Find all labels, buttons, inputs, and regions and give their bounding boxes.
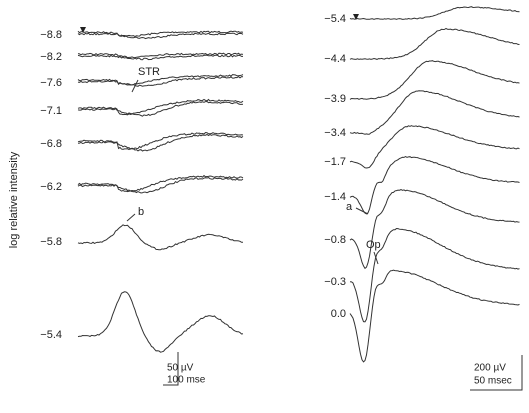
intensity-label: −0.8 [324, 234, 346, 246]
intensity-label: −8.2 [40, 51, 62, 63]
trace [349, 189, 520, 270]
intensity-label: −1.7 [324, 156, 346, 168]
annotation: a [346, 201, 353, 213]
trace [349, 125, 520, 169]
trace [349, 6, 520, 20]
annotation-arrow [355, 207, 369, 215]
intensity-label: −7.6 [40, 77, 62, 89]
intensity-label: −8.8 [40, 29, 62, 41]
trace [349, 27, 520, 60]
y-axis-label: log relative intensity [8, 151, 20, 248]
trace [77, 75, 244, 87]
trace [77, 291, 244, 353]
trace [77, 52, 244, 59]
scale-label: 50 µV [167, 363, 194, 374]
trace [77, 131, 244, 151]
intensity-label: −5.8 [40, 236, 62, 248]
intensity-label: −4.4 [324, 53, 346, 65]
trace [349, 227, 520, 323]
trace [77, 30, 244, 38]
intensity-label: −0.3 [324, 276, 346, 288]
scale-label: 200 µV [474, 363, 506, 374]
scale-bar [470, 355, 523, 391]
intensity-label: −6.2 [40, 181, 62, 193]
annotation-arrow [373, 251, 379, 265]
trace [77, 74, 244, 86]
intensity-label: −5.4 [324, 13, 346, 25]
annotation: STR [138, 66, 160, 78]
scale-bar [163, 352, 179, 386]
stimulus-marker [353, 14, 359, 20]
trace [77, 32, 244, 40]
intensity-label: −5.4 [40, 329, 62, 341]
trace [77, 100, 244, 117]
trace [349, 269, 520, 363]
scale-label: 50 msec [474, 376, 512, 387]
trace [349, 90, 520, 135]
intensity-label: 0.0 [331, 308, 346, 320]
trace [349, 156, 520, 215]
trace [77, 54, 243, 61]
scale-label: 100 mse [167, 375, 206, 386]
trace [77, 177, 244, 194]
annotation-arrow [126, 213, 136, 222]
intensity-label: −3.4 [324, 127, 346, 139]
annotation: b [138, 206, 144, 218]
trace [77, 174, 244, 193]
trace [77, 98, 244, 116]
annotation-arrow [131, 79, 139, 93]
right-panel: −5.4 −4.4 −3.9 −3.4 −1.7 −1.4 −0.8 −0.3 0.0 [324, 6, 520, 363]
annotation: Op [366, 239, 381, 251]
stimulus-marker [80, 27, 86, 33]
intensity-label: −7.1 [40, 105, 62, 117]
intensity-label: −3.9 [324, 93, 346, 105]
trace [349, 60, 520, 100]
intensity-label: −6.8 [40, 138, 62, 150]
intensity-label: −1.4 [324, 191, 346, 203]
trace [77, 224, 244, 251]
left-panel: −8.8 −8.2 −7.6 −7.1 −6.8 −6.2 −5.8 −5.4 [40, 29, 244, 353]
trace [77, 133, 244, 152]
